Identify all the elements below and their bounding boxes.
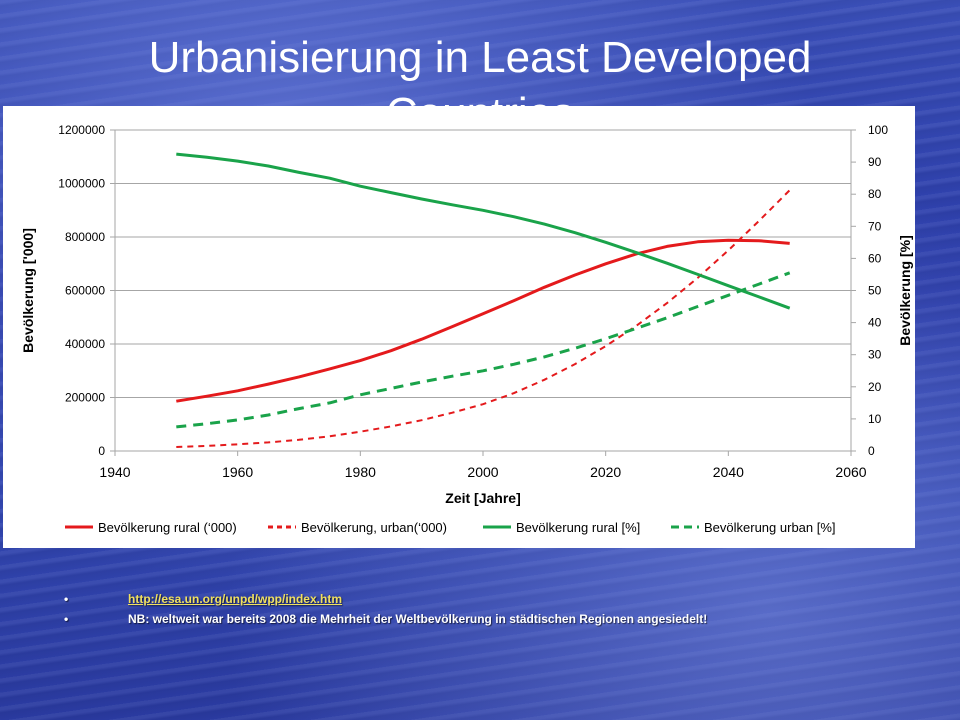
y2-tick-label: 40 bbox=[868, 316, 882, 330]
x-tick-label: 2000 bbox=[467, 464, 498, 480]
y2-tick-label: 60 bbox=[868, 251, 882, 265]
legend-label: Bevölkerung rural (‘000) bbox=[98, 520, 237, 535]
series-line-3 bbox=[176, 152, 791, 310]
bullet-item-link: • http://esa.un.org/unpd/wpp/index.htm bbox=[62, 590, 942, 610]
y-axis-title: Bevölkerung ['000] bbox=[20, 228, 36, 353]
x-tick-label: 2040 bbox=[713, 464, 744, 480]
y2-tick-label: 20 bbox=[868, 380, 882, 394]
y-tick-label: 200000 bbox=[65, 391, 105, 405]
legend-label: Bevölkerung, urban(‘000) bbox=[301, 520, 447, 535]
series-line-1 bbox=[176, 238, 790, 403]
bullet-list: • http://esa.un.org/unpd/wpp/index.htm •… bbox=[62, 590, 942, 630]
x-tick-label: 1940 bbox=[99, 464, 130, 480]
x-tick-label: 1980 bbox=[345, 464, 376, 480]
y2-tick-label: 30 bbox=[868, 348, 882, 362]
legend-label: Bevölkerung urban [%] bbox=[704, 520, 836, 535]
line-chart: 0 200000 400000 600000 800000 1000000 1200000 0… bbox=[20, 123, 913, 535]
chart-container: 0 200000 400000 600000 800000 1000000 1200000 0… bbox=[3, 106, 915, 548]
y-tick-label: 0 bbox=[98, 444, 105, 458]
y2-tick-label: 0 bbox=[868, 444, 875, 458]
y-tick-label: 600000 bbox=[65, 284, 105, 298]
y-tick-label: 1200000 bbox=[58, 123, 105, 137]
y2-tick-label: 10 bbox=[868, 412, 882, 426]
x-axis-title: Zeit [Jahre] bbox=[445, 490, 520, 506]
source-link[interactable]: http://esa.un.org/unpd/wpp/index.htm bbox=[128, 592, 342, 606]
y2-tick-label: 90 bbox=[868, 155, 882, 169]
bullet-icon: • bbox=[64, 612, 69, 626]
x-tick-label: 2020 bbox=[590, 464, 621, 480]
y2-tick-label: 50 bbox=[868, 284, 882, 298]
bullet-icon: • bbox=[64, 592, 69, 606]
y-tick-label: 1000000 bbox=[58, 177, 105, 191]
y2-axis-title: Bevölkerung [%] bbox=[897, 235, 913, 345]
y-tick-label: 800000 bbox=[65, 230, 105, 244]
y2-tick-label: 100 bbox=[868, 123, 888, 137]
x-tick-label: 2060 bbox=[835, 464, 866, 480]
series-line-4 bbox=[176, 271, 791, 429]
y2-tick-label: 80 bbox=[868, 187, 882, 201]
bullet-item-note: • NB: weltweit war bereits 2008 die Mehr… bbox=[62, 610, 942, 630]
y-tick-label: 400000 bbox=[65, 337, 105, 351]
x-tick-label: 1960 bbox=[222, 464, 253, 480]
legend-label: Bevölkerung rural [%] bbox=[516, 520, 640, 535]
note-text: NB: weltweit war bereits 2008 die Mehrhe… bbox=[128, 612, 708, 626]
y2-tick-label: 70 bbox=[868, 219, 882, 233]
series-line-2 bbox=[176, 189, 791, 448]
